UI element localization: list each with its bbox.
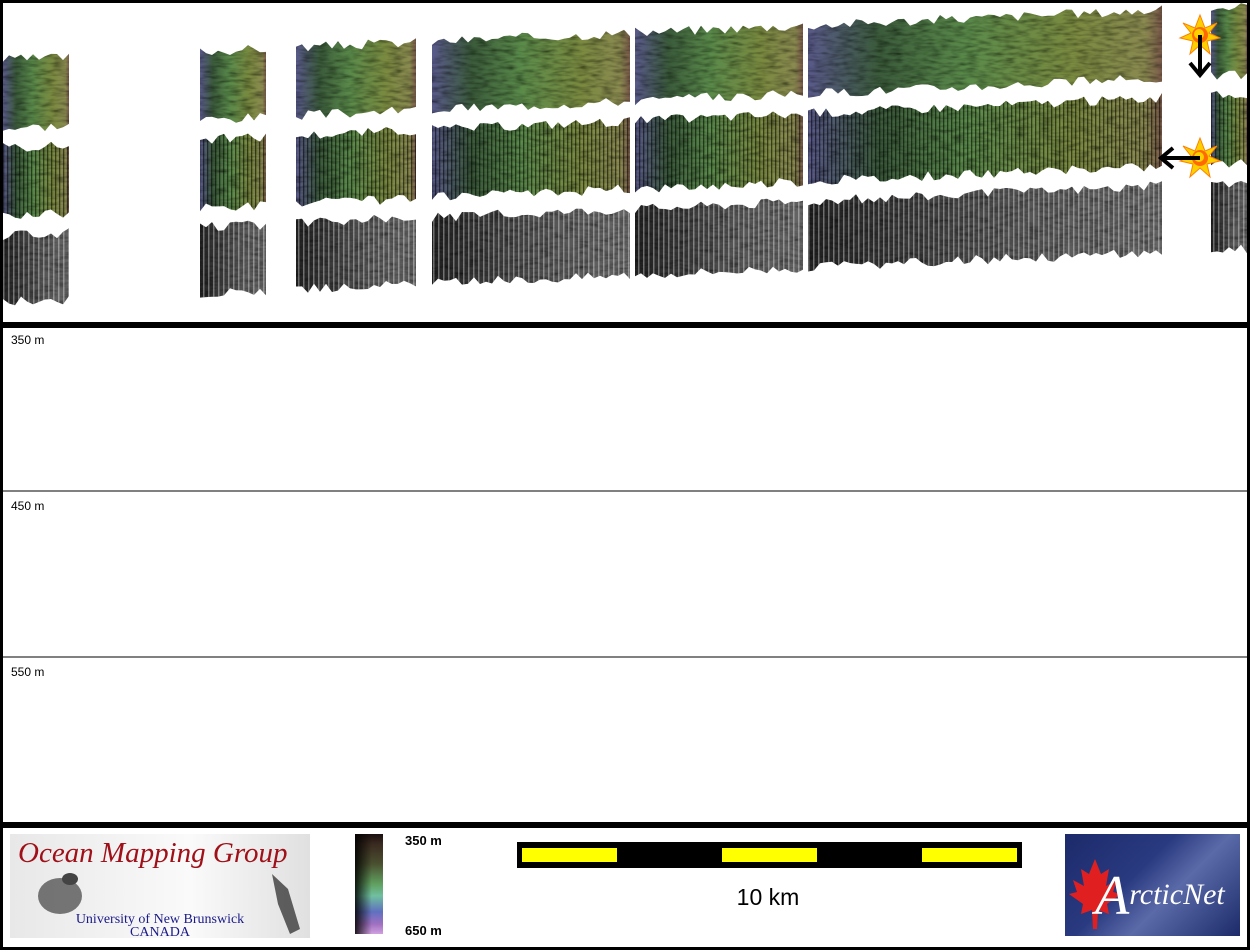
shaded-relief-row-swath	[432, 29, 630, 114]
shaded-relief-row-swath	[200, 45, 266, 123]
backscatter-gray-row-texture	[1211, 181, 1247, 254]
sonar-vehicle-graphic	[38, 873, 300, 934]
arcticnet-initial: A	[1095, 865, 1130, 927]
backscatter-relief-row-texture	[3, 141, 69, 219]
shaded-relief-row-swath	[296, 38, 416, 120]
colorbar-top-label: 350 m	[405, 833, 442, 848]
backscatter-gray-row-texture	[3, 228, 69, 306]
omg-university: University of New Brunswick	[75, 912, 245, 927]
backscatter-gray-row-texture	[200, 220, 266, 298]
shaded-relief-row-swath	[3, 53, 69, 131]
seafloor-profile-panel: 350 m 450 m 550 m	[3, 328, 1247, 822]
backscatter-relief-row-texture	[200, 133, 266, 212]
ocean-mapping-group-logo: Ocean Mapping Group University of New Br…	[10, 834, 310, 938]
legend-panel: Ocean Mapping Group University of New Br…	[3, 828, 1247, 947]
shaded-relief-row-swath	[808, 5, 1162, 98]
maple-leaf-icon	[1069, 859, 1121, 929]
seafloor-trace	[3, 330, 1247, 655]
backscatter-gray-row-texture	[808, 181, 1162, 272]
shaded-relief-row-swath	[1211, 3, 1247, 80]
backscatter-gray-row-texture	[432, 208, 630, 285]
depth-colorbar	[355, 834, 383, 934]
backscatter-gray-row-texture	[635, 198, 803, 278]
backscatter-relief-row-texture	[432, 117, 630, 201]
depth-label-550: 550 m	[11, 665, 45, 679]
depth-label-450: 450 m	[11, 499, 45, 513]
backscatter-gray-row-texture	[296, 215, 416, 293]
profile-data-blocks	[3, 328, 1247, 822]
omg-title: Ocean Mapping Group	[18, 837, 288, 869]
subbottom-shading	[3, 330, 1247, 822]
scale-segment	[922, 848, 1017, 862]
backscatter-relief-row-texture	[296, 127, 416, 207]
scale-segment	[722, 848, 817, 862]
scale-segment	[522, 848, 617, 862]
illumination-direction-arrow-icon	[1157, 146, 1200, 170]
depth-label-350: 350 m	[11, 333, 45, 347]
seafloor-profile	[3, 328, 1247, 822]
omg-country: CANADA	[130, 925, 190, 938]
illumination-direction-arrow-icon	[1188, 35, 1212, 79]
arcticnet-wordmark: ArcticNet	[1095, 865, 1225, 927]
colorbar-bottom-label: 650 m	[405, 923, 442, 938]
backscatter-relief-row-texture	[635, 111, 803, 193]
arcticnet-logo: ArcticNet	[1065, 834, 1240, 936]
shaded-relief-row-swath	[635, 23, 803, 106]
swath-map-panel	[3, 3, 1247, 322]
backscatter-relief-row-texture	[1211, 91, 1247, 168]
swath-strips	[3, 3, 1247, 306]
scale-bar	[517, 842, 1022, 868]
backscatter-relief-row-texture	[808, 93, 1162, 185]
scale-label: 10 km	[736, 884, 800, 910]
